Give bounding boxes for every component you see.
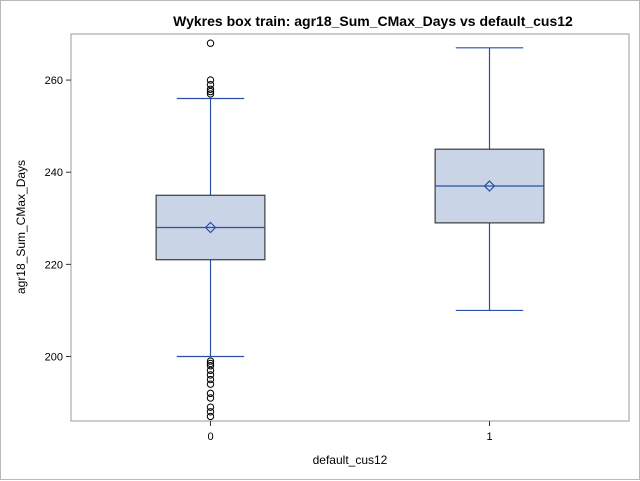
outlier-point [206,389,215,398]
outlier-point [206,366,215,375]
outlier-point [206,380,215,388]
outlier-point [206,394,215,402]
outlier-point [206,412,215,421]
outlier-point [206,371,215,379]
y-tick-label-240: 240 [45,167,63,179]
outlier-point [206,87,215,96]
outlier-point [206,357,215,365]
y-axis: 200 220 240 260 [45,75,71,364]
x-tick-label-0: 0 [207,431,213,443]
outlier-point [206,375,215,384]
outlier-point [206,76,215,84]
chart-title: Wykres box train: agr18_Sum_CMax_Days vs… [173,13,573,29]
plot-area [70,33,630,422]
y-tick-label-260: 260 [45,75,63,87]
outlier-point [206,39,215,47]
box-group-1 [434,47,545,312]
x-axis-label: default_cus12 [313,453,388,467]
y-axis-label: agr18_Sum_CMax_Days [14,160,28,294]
mean-marker [483,180,496,192]
outlier-point [206,90,215,98]
outlier-point [206,80,215,89]
outlier-point [206,403,215,411]
outlier-point [206,362,215,370]
outlier-point [206,359,215,368]
boxes [155,39,545,421]
outlier-point [206,408,215,416]
box-group-0 [155,39,266,421]
y-tick-label-200: 200 [45,352,63,364]
y-tick-label-220: 220 [45,259,63,271]
outlier-point [206,85,215,93]
mean-marker [204,221,217,234]
x-tick-label-1: 1 [486,431,492,443]
